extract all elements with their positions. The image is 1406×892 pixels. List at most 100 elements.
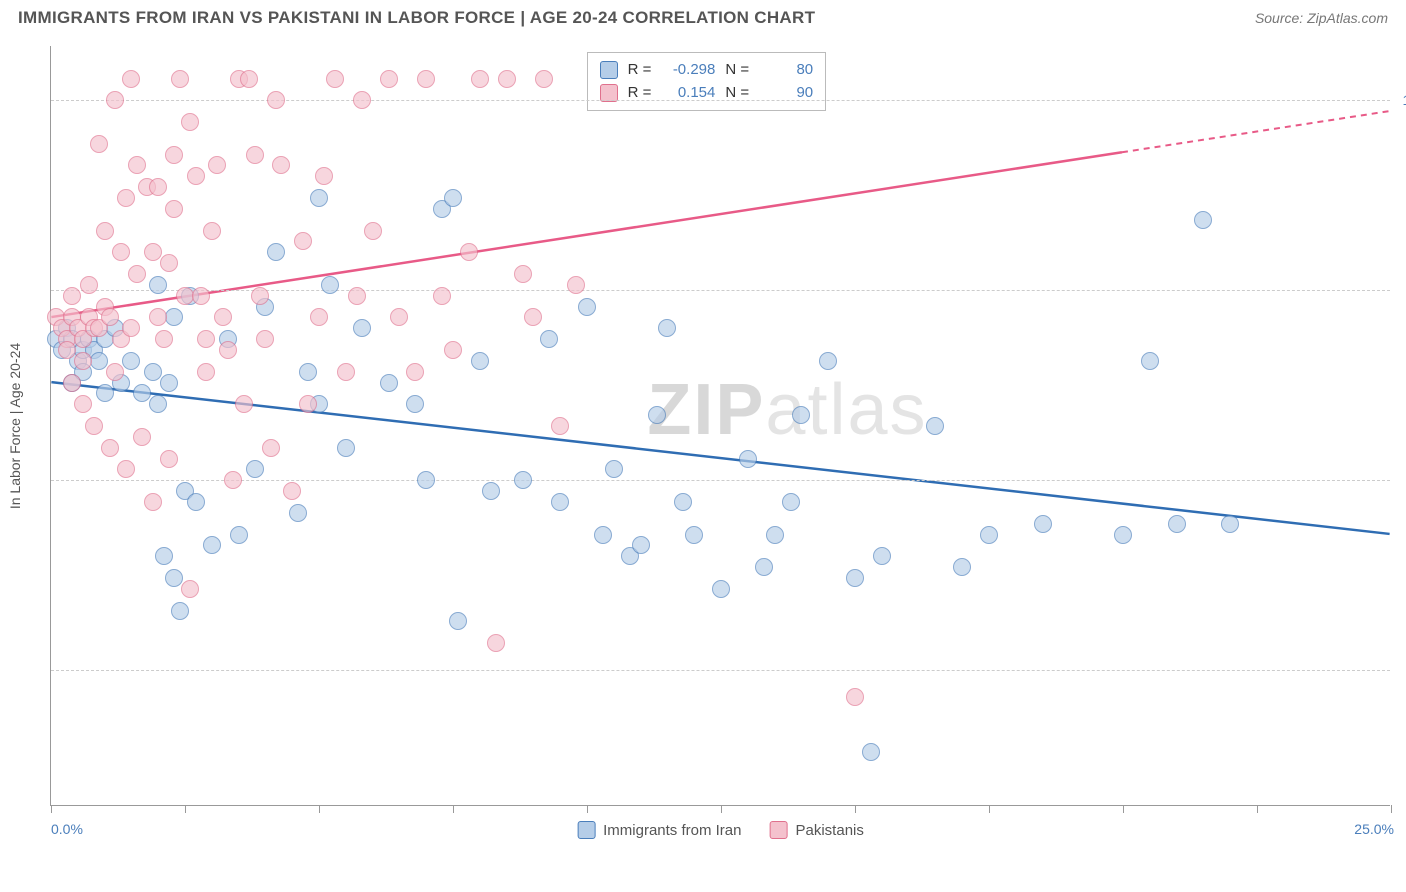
scatter-point-pakistani	[149, 308, 167, 326]
scatter-point-iran	[149, 395, 167, 413]
scatter-point-pakistani	[251, 287, 269, 305]
scatter-point-pakistani	[181, 113, 199, 131]
scatter-point-pakistani	[348, 287, 366, 305]
scatter-point-pakistani	[337, 363, 355, 381]
scatter-point-pakistani	[117, 460, 135, 478]
scatter-point-pakistani	[96, 222, 114, 240]
scatter-point-iran	[766, 526, 784, 544]
scatter-point-pakistani	[122, 319, 140, 337]
scatter-point-iran	[337, 439, 355, 457]
scatter-point-iran	[449, 612, 467, 630]
scatter-point-iran	[122, 352, 140, 370]
scatter-point-pakistani	[272, 156, 290, 174]
scatter-point-pakistani	[80, 276, 98, 294]
scatter-point-iran	[187, 493, 205, 511]
scatter-point-pakistani	[471, 70, 489, 88]
scatter-point-pakistani	[256, 330, 274, 348]
scatter-point-pakistani	[262, 439, 280, 457]
scatter-point-iran	[658, 319, 676, 337]
scatter-point-pakistani	[122, 70, 140, 88]
scatter-point-pakistani	[197, 330, 215, 348]
x-tick	[1257, 805, 1258, 813]
scatter-point-pakistani	[74, 395, 92, 413]
r-value-iran: -0.298	[661, 59, 715, 82]
scatter-point-pakistani	[128, 156, 146, 174]
scatter-point-pakistani	[390, 308, 408, 326]
swatch-pakistani	[600, 84, 618, 102]
scatter-point-iran	[444, 189, 462, 207]
legend-label-pakistani: Pakistanis	[796, 822, 864, 839]
x-tick	[989, 805, 990, 813]
scatter-point-iran	[267, 243, 285, 261]
scatter-point-pakistani	[144, 243, 162, 261]
scatter-point-iran	[96, 384, 114, 402]
scatter-point-pakistani	[171, 70, 189, 88]
scatter-point-pakistani	[160, 450, 178, 468]
scatter-point-pakistani	[315, 167, 333, 185]
scatter-point-pakistani	[208, 156, 226, 174]
scatter-point-iran	[144, 363, 162, 381]
scatter-point-pakistani	[224, 471, 242, 489]
scatter-point-iran	[578, 298, 596, 316]
scatter-point-pakistani	[85, 417, 103, 435]
legend-item-pakistani: Pakistanis	[770, 821, 864, 839]
stats-row-iran: R = -0.298 N = 80	[600, 59, 814, 82]
scatter-point-pakistani	[235, 395, 253, 413]
scatter-point-pakistani	[106, 91, 124, 109]
scatter-point-pakistani	[535, 70, 553, 88]
scatter-point-iran	[782, 493, 800, 511]
legend-swatch-pakistani	[770, 821, 788, 839]
scatter-point-pakistani	[487, 634, 505, 652]
scatter-point-pakistani	[524, 308, 542, 326]
scatter-point-iran	[632, 536, 650, 554]
scatter-point-iran	[1141, 352, 1159, 370]
y-axis-title: In Labor Force | Age 20-24	[7, 342, 23, 508]
scatter-point-pakistani	[149, 178, 167, 196]
scatter-point-pakistani	[133, 428, 151, 446]
scatter-point-iran	[160, 374, 178, 392]
x-tick	[721, 805, 722, 813]
scatter-point-iran	[171, 602, 189, 620]
x-tick	[587, 805, 588, 813]
scatter-point-iran	[482, 482, 500, 500]
scatter-point-iran	[674, 493, 692, 511]
scatter-point-iran	[685, 526, 703, 544]
scatter-point-iran	[846, 569, 864, 587]
legend-item-iran: Immigrants from Iran	[577, 821, 741, 839]
scatter-point-iran	[540, 330, 558, 348]
scatter-point-iran	[819, 352, 837, 370]
scatter-point-pakistani	[433, 287, 451, 305]
scatter-point-iran	[551, 493, 569, 511]
scatter-point-iran	[155, 547, 173, 565]
scatter-point-iran	[605, 460, 623, 478]
scatter-plot: ZIPatlas In Labor Force | Age 20-24 R = …	[50, 46, 1390, 806]
scatter-point-pakistani	[165, 200, 183, 218]
scatter-point-pakistani	[498, 70, 516, 88]
scatter-point-iran	[1168, 515, 1186, 533]
scatter-point-iran	[953, 558, 971, 576]
source-label: Source: ZipAtlas.com	[1255, 10, 1388, 26]
scatter-point-iran	[873, 547, 891, 565]
scatter-point-pakistani	[144, 493, 162, 511]
scatter-point-pakistani	[406, 363, 424, 381]
scatter-point-pakistani	[417, 70, 435, 88]
scatter-point-iran	[712, 580, 730, 598]
title-bar: IMMIGRANTS FROM IRAN VS PAKISTANI IN LAB…	[0, 0, 1406, 38]
scatter-point-iran	[926, 417, 944, 435]
n-value-iran: 80	[759, 59, 813, 82]
scatter-point-iran	[165, 569, 183, 587]
x-tick	[319, 805, 320, 813]
scatter-point-pakistani	[283, 482, 301, 500]
scatter-point-pakistani	[380, 70, 398, 88]
scatter-point-iran	[648, 406, 666, 424]
scatter-point-pakistani	[58, 341, 76, 359]
gridline	[51, 100, 1390, 101]
chart-title: IMMIGRANTS FROM IRAN VS PAKISTANI IN LAB…	[18, 8, 815, 28]
scatter-point-pakistani	[514, 265, 532, 283]
scatter-point-iran	[1194, 211, 1212, 229]
scatter-point-pakistani	[112, 243, 130, 261]
scatter-point-iran	[149, 276, 167, 294]
y-tick-label: 100.0%	[1403, 92, 1406, 108]
scatter-point-iran	[353, 319, 371, 337]
swatch-iran	[600, 61, 618, 79]
